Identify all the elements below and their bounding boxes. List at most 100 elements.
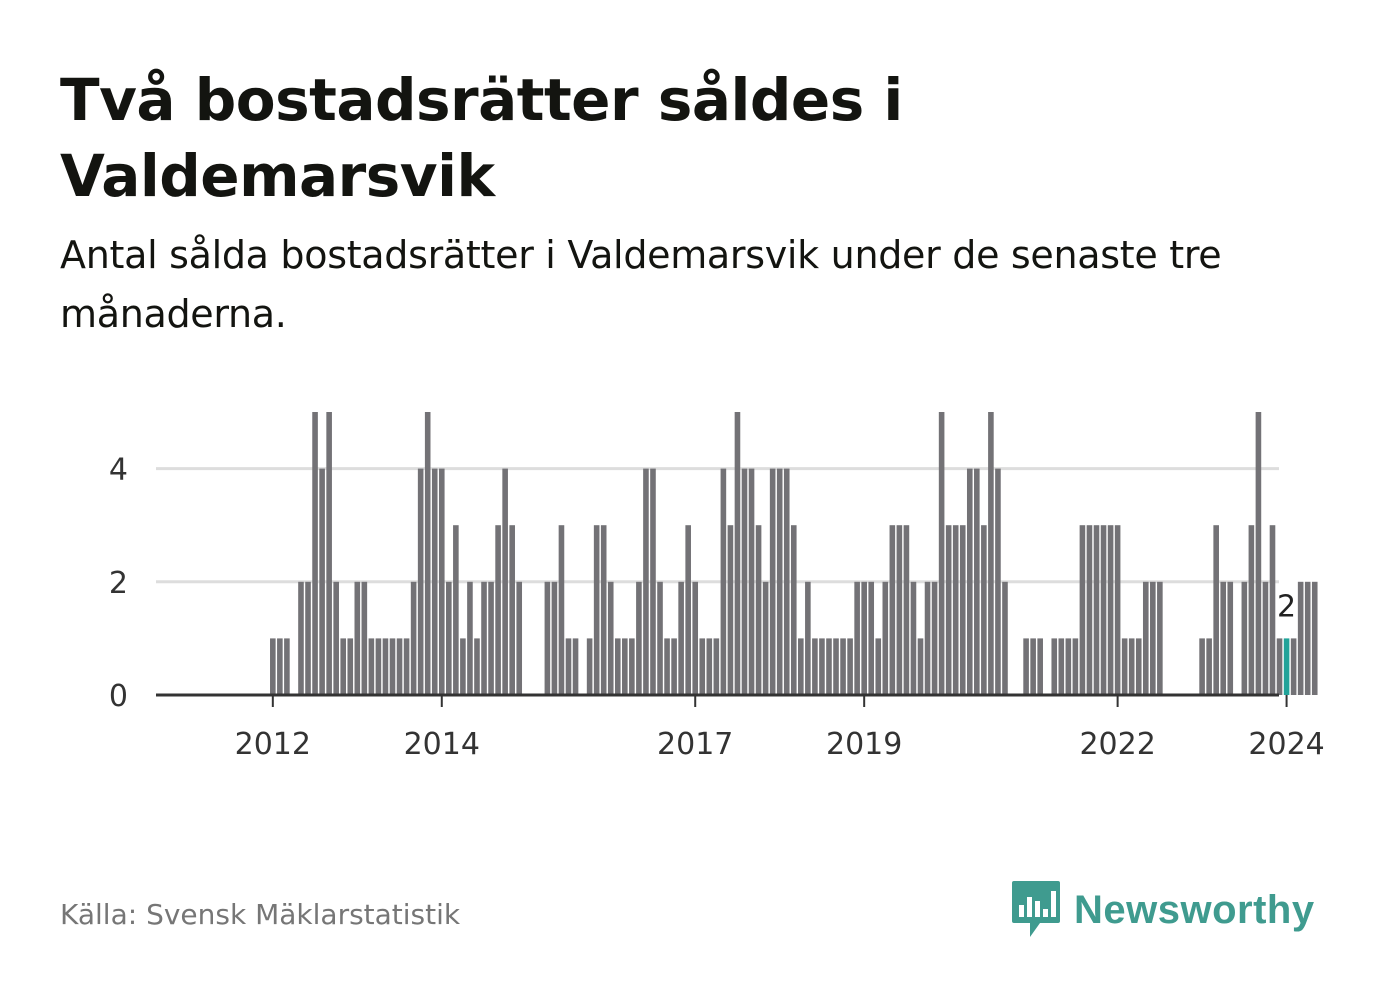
bar [614,638,621,695]
bar [861,581,867,695]
bar [622,638,628,695]
bar [685,525,691,695]
bar [882,581,889,695]
bar [1002,581,1008,695]
bar [347,638,354,695]
bar [671,638,677,695]
bar [819,638,825,695]
bar [783,468,790,695]
chart-subtitle: Antal sålda bostadsrätter i Valdemarsvik… [60,233,1222,336]
bar [424,412,431,695]
bar [812,638,818,695]
bar [1150,581,1156,695]
bar [298,581,304,695]
brand-logo: Newsworthy [1010,878,1315,942]
x-tick-label: 2012 [235,727,311,762]
bar [396,638,403,695]
bar [509,525,515,695]
bar [1199,638,1205,695]
bar [1262,581,1269,695]
bar [840,638,846,695]
x-tick-label: 2022 [1079,727,1155,762]
bar [762,581,769,695]
bar [826,638,832,695]
bar [1157,581,1163,695]
bar [607,581,614,695]
bar [558,525,565,695]
source-note: Källa: Svensk Mäklarstatistik [60,898,461,931]
bar [495,525,501,695]
bar [502,468,508,695]
y-tick-label: 4 [109,453,128,488]
axis-labels: 0 2 4 2012 2014 2017 2019 2022 2024 2 [109,453,1325,762]
bar [847,638,853,695]
bar [467,581,473,695]
bar [1058,638,1065,695]
bar [354,581,361,695]
bar [952,525,959,695]
x-tick-label: 2017 [657,727,733,762]
bar [798,638,804,695]
bar [833,638,839,695]
bar [748,468,755,695]
bar [924,581,931,695]
bar [270,638,276,695]
bar [319,468,325,695]
bar [572,638,579,695]
bar [854,581,860,695]
bar [382,638,389,695]
bar [1128,638,1135,695]
chart-title: Två bostadsrätter såldes i Valdemarsvik [60,66,903,210]
bar [664,638,670,695]
bar [481,581,487,695]
bar [657,581,663,695]
bar [312,412,318,695]
bar [720,468,727,695]
bar [1248,525,1255,695]
bar [945,525,952,695]
bar [600,525,607,695]
bar [277,638,283,695]
bar [938,412,945,695]
bar [643,468,649,695]
bar [1107,525,1114,695]
bar [1093,525,1100,695]
bar [551,581,558,695]
bar [988,412,994,695]
bar [516,581,523,695]
bar [460,638,466,695]
bar [966,468,973,695]
bar [340,638,347,695]
bar [565,638,572,695]
brand-name: Newsworthy [1074,887,1315,932]
bar [474,638,480,695]
bar [776,468,783,695]
bar [875,638,882,695]
bar [995,468,1001,695]
bar [896,525,903,695]
bar [917,638,924,695]
bar [1030,638,1036,695]
bar [326,412,332,695]
bar [438,468,445,695]
bar [974,468,980,695]
bar [593,525,600,695]
bar [1206,638,1212,695]
bar [1255,412,1262,695]
bar [453,525,459,695]
bar [417,468,424,695]
newsworthy-logo-icon [1012,881,1060,937]
bar [361,581,368,695]
bar [1072,638,1079,695]
bar [868,581,875,695]
bar [1065,638,1072,695]
x-tick-label: 2014 [404,727,480,762]
bar [1227,581,1234,695]
bar [1304,581,1311,695]
x-tick-label: 2019 [826,727,902,762]
bar [1269,525,1276,695]
y-tick-label: 0 [109,679,128,714]
bar [678,581,684,695]
bar [1241,581,1248,695]
